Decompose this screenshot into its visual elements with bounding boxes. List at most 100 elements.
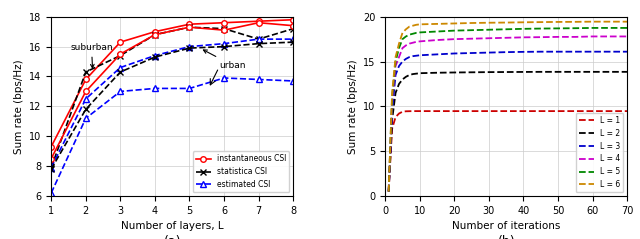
L = 3 [451,52,458,55]
Line: L = 4: L = 4 [388,37,627,191]
L = 4 [433,39,441,42]
L = 3 [606,50,614,53]
L = 4 [623,35,631,38]
L = 6 [406,25,413,28]
L = 1 [572,110,579,113]
L = 4 [395,56,403,59]
L = 5 [402,35,410,38]
L = 3 [572,50,579,53]
L = 3 [468,52,476,54]
Y-axis label: Sum rate (bps/Hz): Sum rate (bps/Hz) [13,59,24,154]
L = 1 [412,110,420,113]
L = 3 [554,50,562,53]
L = 4 [554,35,562,38]
L = 3 [623,50,631,53]
L = 3 [395,65,403,67]
L = 1 [451,110,458,113]
Line: L = 6: L = 6 [388,22,627,191]
L = 1 [416,110,424,113]
Y-axis label: Sum rate (bps/Hz): Sum rate (bps/Hz) [348,59,358,154]
L = 6 [502,21,510,24]
L = 2 [485,71,493,74]
L = 3 [537,50,545,53]
L = 3 [589,50,596,53]
L = 5 [502,28,510,31]
Text: suburban: suburban [70,43,113,68]
L = 2 [433,71,441,74]
L = 2 [388,118,396,121]
L = 3 [409,55,417,58]
L = 4 [537,36,545,39]
L = 3 [502,51,510,54]
L = 2 [385,190,392,193]
L = 2 [537,71,545,73]
L = 4 [451,38,458,41]
L = 1 [606,110,614,113]
L = 5 [388,96,396,99]
L = 3 [399,60,406,63]
L = 6 [520,21,527,24]
Legend: L = 1, L = 2, L = 3, L = 4, L = 5, L = 6: L = 1, L = 2, L = 3, L = 4, L = 5, L = 6 [575,113,623,192]
L = 6 [468,22,476,24]
L = 5 [399,38,406,41]
L = 5 [537,27,545,30]
L = 5 [485,28,493,31]
L = 1 [554,110,562,113]
L = 4 [409,41,417,44]
X-axis label: Number of iterations: Number of iterations [452,221,561,231]
Line: L = 5: L = 5 [388,28,627,191]
L = 1 [502,110,510,113]
L = 3 [433,53,441,56]
L = 5 [554,27,562,30]
L = 4 [385,190,392,193]
L = 2 [399,78,406,81]
L = 6 [485,21,493,24]
L = 2 [623,71,631,73]
L = 5 [392,60,399,63]
L = 1 [409,110,417,113]
L = 6 [392,56,399,59]
L = 1 [537,110,545,113]
L = 4 [520,36,527,39]
L = 5 [520,27,527,30]
L = 4 [399,47,406,49]
L = 4 [606,35,614,38]
L = 1 [589,110,596,113]
L = 3 [520,50,527,53]
L = 4 [392,65,399,67]
L = 2 [406,74,413,76]
L = 5 [409,32,417,35]
L = 4 [416,40,424,43]
Line: L = 1: L = 1 [388,111,627,191]
L = 6 [623,20,631,23]
L = 3 [385,190,392,193]
L = 5 [589,27,596,29]
L = 1 [485,110,493,113]
L = 6 [606,20,614,23]
L = 1 [399,110,406,113]
L = 3 [485,51,493,54]
L = 2 [409,73,417,76]
L = 2 [416,72,424,75]
L = 2 [468,71,476,74]
L = 2 [520,71,527,73]
L = 3 [388,109,396,112]
L = 3 [392,74,399,76]
L = 1 [402,110,410,113]
L = 4 [589,35,596,38]
L = 2 [606,71,614,73]
L = 4 [412,40,420,43]
X-axis label: Number of layers, L: Number of layers, L [121,221,223,231]
L = 6 [409,24,417,27]
L = 3 [416,54,424,57]
L = 2 [589,71,596,73]
L = 5 [395,47,403,49]
L = 4 [502,36,510,39]
L = 5 [412,31,420,34]
L = 6 [537,21,545,24]
L = 6 [589,20,596,23]
L = 5 [433,30,441,33]
L = 2 [395,82,403,85]
L = 6 [395,42,403,45]
L = 2 [392,92,399,94]
